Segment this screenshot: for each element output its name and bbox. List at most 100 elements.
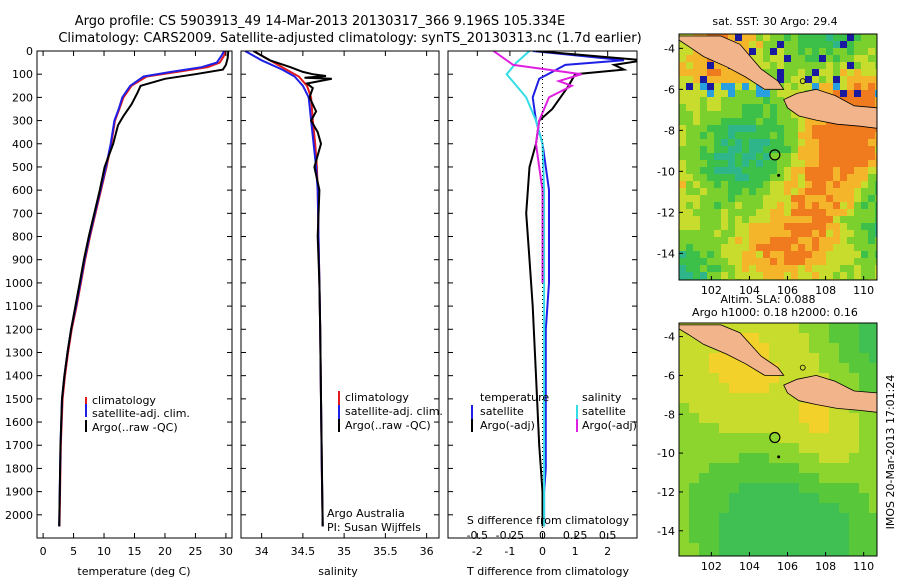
map-y-tick-label: -8 <box>664 408 675 421</box>
field-cell <box>742 265 749 272</box>
field-cell <box>777 167 784 174</box>
field-cell <box>693 97 700 104</box>
field-cell <box>721 265 728 272</box>
field-cell <box>854 237 861 244</box>
field-cell <box>839 473 849 483</box>
field-cell <box>784 167 791 174</box>
field-cell <box>756 153 763 160</box>
field-cell <box>847 125 854 132</box>
field-cell <box>777 55 784 62</box>
field-cell <box>707 83 714 90</box>
field-cell <box>769 403 779 413</box>
field-cell <box>847 195 854 202</box>
field-cell <box>868 244 875 251</box>
field-cell <box>777 41 784 48</box>
legend-label-satellite-adj: satellite-adj. clim. <box>345 405 443 418</box>
field-cell <box>839 333 849 343</box>
field-cell <box>769 533 779 543</box>
field-cell <box>833 209 840 216</box>
field-cell <box>721 195 728 202</box>
field-cell <box>840 41 847 48</box>
field-cell <box>709 433 719 443</box>
field-cell <box>869 513 877 523</box>
field-cell <box>805 48 812 55</box>
field-cell <box>693 216 700 223</box>
field-cell <box>749 258 756 265</box>
field-cell <box>759 453 769 463</box>
field-cell <box>739 433 749 443</box>
field-cell <box>689 553 699 556</box>
legend-label-temperature-argo: Argo(-adj) <box>480 419 535 432</box>
sla-map-title: Altim. SLA: 0.088 <box>720 293 815 306</box>
field-cell <box>719 553 729 556</box>
field-cell <box>679 553 689 556</box>
field-cell <box>791 181 798 188</box>
field-cell <box>833 125 840 132</box>
field-cell <box>805 34 812 41</box>
field-cell <box>779 353 789 363</box>
field-cell <box>756 167 763 174</box>
field-cell <box>861 230 868 237</box>
field-cell <box>798 139 805 146</box>
field-cell <box>849 433 859 443</box>
field-cell <box>777 62 784 69</box>
field-cell <box>679 55 686 62</box>
field-cell <box>809 473 819 483</box>
field-cell <box>756 265 763 272</box>
field-cell <box>868 34 875 41</box>
field-cell <box>798 62 805 69</box>
field-cell <box>861 34 868 41</box>
field-cell <box>756 34 763 41</box>
field-cell <box>859 543 869 553</box>
field-cell <box>805 237 812 244</box>
field-cell <box>707 104 714 111</box>
field-cell <box>679 413 689 423</box>
field-cell <box>791 188 798 195</box>
field-cell <box>799 443 809 453</box>
field-cell <box>875 69 877 76</box>
field-cell <box>700 76 707 83</box>
field-cell <box>679 76 686 83</box>
field-cell <box>749 393 759 403</box>
field-cell <box>779 423 789 433</box>
field-cell <box>777 188 784 195</box>
field-cell <box>849 423 859 433</box>
field-cell <box>709 453 719 463</box>
field-cell <box>700 97 707 104</box>
field-cell <box>719 353 729 363</box>
y-tick-label: 1400 <box>5 370 33 383</box>
field-cell <box>707 167 714 174</box>
field-cell <box>749 443 759 453</box>
field-cell <box>728 167 735 174</box>
field-cell <box>686 237 693 244</box>
field-cell <box>686 153 693 160</box>
y-tick-label: 1200 <box>5 323 33 336</box>
field-cell <box>829 443 839 453</box>
field-cell <box>693 174 700 181</box>
y-tick-label: 700 <box>12 207 33 220</box>
field-cell <box>784 174 791 181</box>
field-cell <box>735 195 742 202</box>
field-cell <box>868 188 875 195</box>
field-cell <box>849 383 859 393</box>
field-cell <box>769 463 779 473</box>
field-cell <box>749 181 756 188</box>
field-cell <box>700 174 707 181</box>
field-cell <box>819 139 826 146</box>
field-cell <box>779 553 789 556</box>
temperature-legend: climatology satellite-adj. clim. Argo(..… <box>85 394 190 434</box>
field-cell <box>854 132 861 139</box>
field-cell <box>847 272 854 279</box>
field-cell <box>779 473 789 483</box>
x-tick-label: 1 <box>572 545 579 558</box>
x-tick-label: 10 <box>97 545 111 558</box>
field-cell <box>840 174 847 181</box>
field-cell <box>689 353 699 363</box>
argo-australia-label: Argo Australia <box>327 507 405 520</box>
field-cell <box>721 97 728 104</box>
field-cell <box>709 423 719 433</box>
field-cell <box>833 83 840 90</box>
field-cell <box>729 453 739 463</box>
field-cell <box>789 373 799 383</box>
field-cell <box>847 76 854 83</box>
